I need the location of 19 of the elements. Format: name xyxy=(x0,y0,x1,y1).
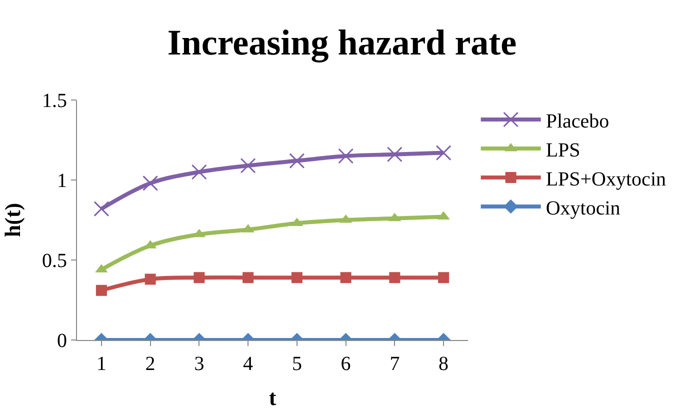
legend-label: Placebo xyxy=(546,110,610,132)
legend-label: LPS xyxy=(546,139,580,162)
y-tick-label: 0 xyxy=(57,330,67,352)
y-tick-label: 0.5 xyxy=(42,250,67,272)
x-tick-label: 7 xyxy=(390,353,400,375)
legend-label: Oxytocin xyxy=(546,197,620,220)
x-tick-label: 5 xyxy=(292,353,302,375)
x-tick-label: 4 xyxy=(243,353,254,375)
chart-title: Increasing hazard rate xyxy=(167,22,517,62)
legend-label: LPS+Oxytocin xyxy=(546,168,666,190)
x-tick-label: 8 xyxy=(438,353,449,375)
x-axis-title: t xyxy=(268,384,277,410)
x-tick-label: 3 xyxy=(194,353,204,375)
x-tick-label: 2 xyxy=(145,353,156,375)
y-axis-title: h(t) xyxy=(0,202,25,238)
x-tick-label: 1 xyxy=(96,353,106,375)
y-tick-label: 1 xyxy=(57,170,67,192)
y-tick-label: 1.5 xyxy=(42,90,67,112)
x-tick-label: 6 xyxy=(340,353,351,375)
